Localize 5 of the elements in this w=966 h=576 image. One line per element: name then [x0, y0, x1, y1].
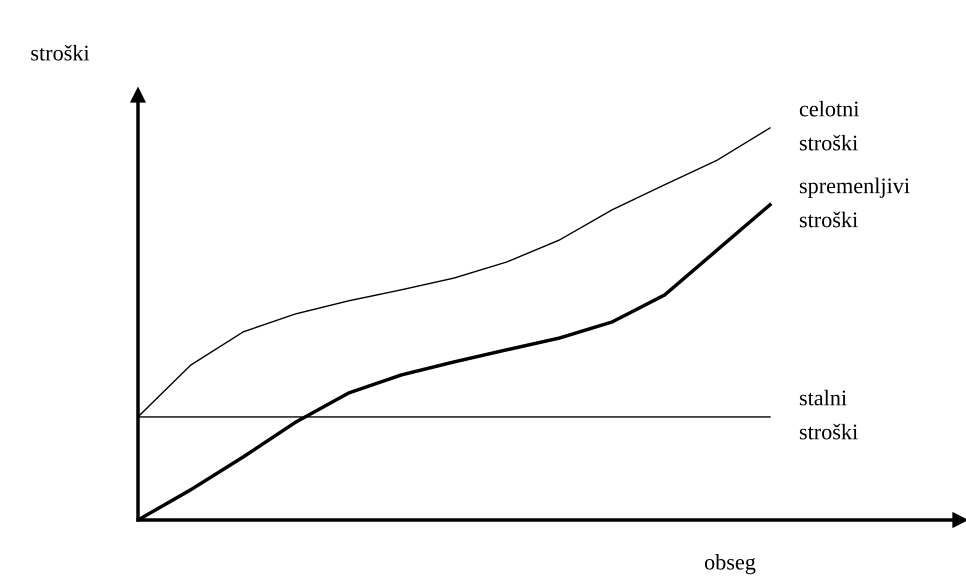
series-label: stalni stroški — [800, 390, 858, 440]
series-label: celotni stroški — [800, 100, 860, 151]
x-axis-title: obseg — [704, 554, 756, 574]
y-axis-title: stroški — [31, 44, 90, 61]
series-label: spremenljivi stroški — [800, 178, 910, 228]
